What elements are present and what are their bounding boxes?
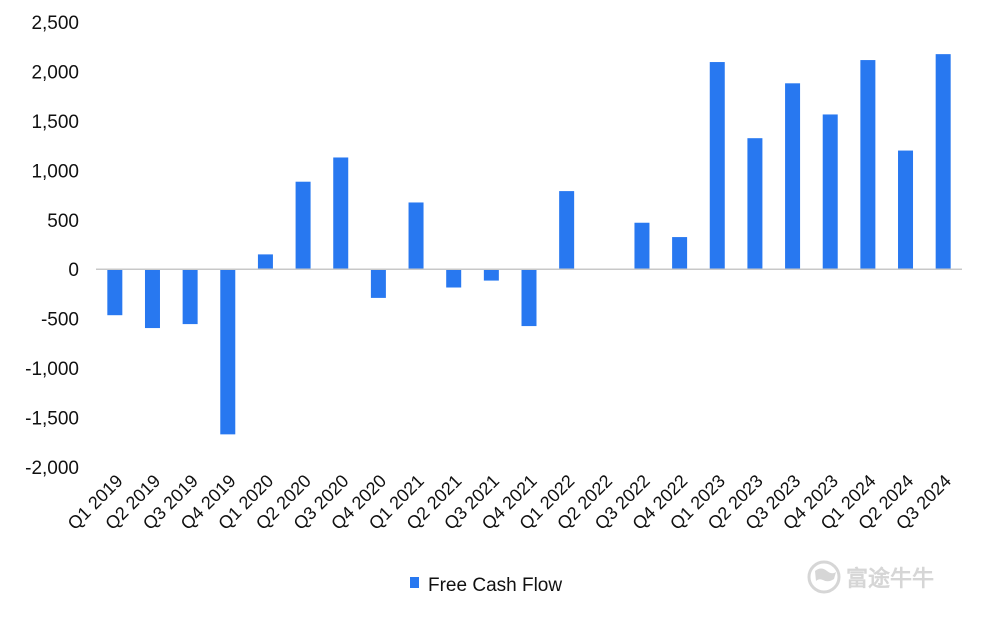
- bar-q1-2019[interactable]: [107, 269, 123, 316]
- bar-q4-2020[interactable]: [370, 269, 386, 298]
- bar-q2-2020[interactable]: [295, 181, 311, 270]
- bar-q2-2023[interactable]: [747, 138, 763, 270]
- bar-q4-2021[interactable]: [521, 269, 537, 327]
- y-tick-label: -1,500: [25, 409, 79, 430]
- y-tick-label: 1,000: [31, 161, 79, 182]
- y-tick-label: 500: [47, 211, 79, 232]
- bar-q4-2019[interactable]: [220, 269, 236, 435]
- watermark: 富途牛牛: [807, 560, 934, 594]
- bar-q2-2021[interactable]: [446, 269, 462, 288]
- bar-q3-2021[interactable]: [483, 269, 499, 281]
- y-tick-label: -1,000: [25, 359, 79, 380]
- y-tick-label: 2,000: [31, 62, 79, 83]
- legend[interactable]: Free Cash Flow: [410, 575, 562, 596]
- bar-q3-2019[interactable]: [182, 269, 198, 325]
- bar-q3-2020[interactable]: [333, 157, 349, 270]
- legend-label: Free Cash Flow: [428, 575, 562, 596]
- bar-q1-2020[interactable]: [257, 254, 273, 270]
- y-tick-label: 0: [68, 260, 79, 281]
- futu-bull-logo-icon: [807, 560, 841, 594]
- bar-q3-2024[interactable]: [935, 54, 951, 270]
- bar-q1-2021[interactable]: [408, 202, 424, 270]
- y-tick-label: 1,500: [31, 112, 79, 133]
- bar-q4-2023[interactable]: [822, 114, 838, 270]
- bar-q1-2023[interactable]: [709, 62, 725, 270]
- bar-q2-2024[interactable]: [898, 150, 914, 270]
- y-tick-label: -500: [41, 310, 79, 331]
- bars-group: [107, 54, 951, 435]
- y-tick-label: 2,500: [31, 13, 79, 34]
- bar-q2-2019[interactable]: [144, 269, 160, 329]
- bar-q1-2022[interactable]: [559, 191, 575, 270]
- bar-q4-2022[interactable]: [672, 237, 688, 270]
- bar-q1-2024[interactable]: [860, 60, 876, 270]
- bar-q3-2022[interactable]: [634, 222, 650, 270]
- watermark-text: 富途牛牛: [846, 566, 934, 591]
- y-tick-label: -2,000: [25, 458, 79, 479]
- y-axis-tick-labels: -2,000 -1,500 -1,000 -500 0 500 1,000 1,500 2,00…: [25, 13, 79, 479]
- legend-swatch: [410, 577, 419, 588]
- bar-q3-2023[interactable]: [785, 83, 801, 270]
